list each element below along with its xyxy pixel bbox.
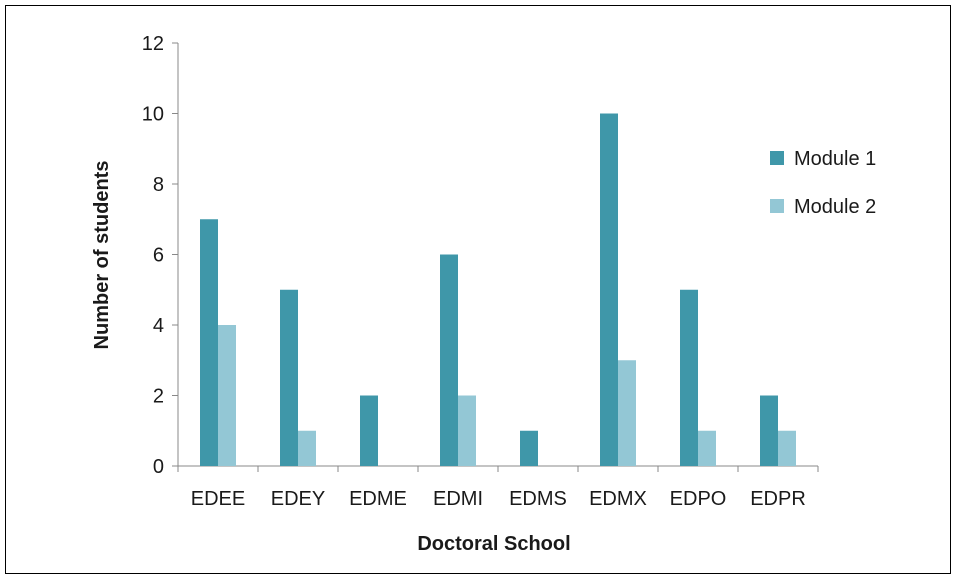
legend-label-series-2: Module 2 <box>794 196 876 218</box>
x-tick-label: EDMX <box>589 488 647 510</box>
x-tick-label: EDEE <box>191 488 245 510</box>
bar-edee-series-2 <box>218 325 236 466</box>
bar-edmi-series-1 <box>440 254 458 466</box>
bar-edpr-series-1 <box>760 395 778 466</box>
y-axis-title: Number of students <box>91 161 113 350</box>
legend-swatch-series-1 <box>770 151 784 165</box>
bar-edpr-series-2 <box>778 430 796 466</box>
y-tick-label: 12 <box>142 33 164 55</box>
y-tick-label: 2 <box>153 386 164 408</box>
chart-frame <box>5 5 951 574</box>
x-tick-label: EDMS <box>509 488 567 510</box>
x-tick-label: EDEY <box>271 488 325 510</box>
x-tick-label: EDMI <box>433 488 483 510</box>
bar-edey-series-2 <box>298 430 316 466</box>
legend-label-series-1: Module 1 <box>794 148 876 170</box>
y-tick-label: 4 <box>153 315 164 337</box>
x-tick-label: EDPR <box>750 488 806 510</box>
legend-swatch-series-2 <box>770 199 784 213</box>
y-tick-label: 0 <box>153 456 164 478</box>
x-tick-label: EDME <box>349 488 407 510</box>
bar-edpo-series-1 <box>680 289 698 466</box>
x-axis-title: Doctoral School <box>417 533 570 555</box>
bar-edmx-series-1 <box>600 113 618 466</box>
bar-edms-series-1 <box>520 430 538 466</box>
y-tick-label: 6 <box>153 245 164 267</box>
y-axis: 0 2 4 6 8 10 12 <box>142 33 179 478</box>
bar-edmi-series-2 <box>458 395 476 466</box>
y-tick-label: 10 <box>142 104 164 126</box>
bar-edpo-series-2 <box>698 430 716 466</box>
bar-edey-series-1 <box>280 289 298 466</box>
x-tick-label: EDPO <box>670 488 727 510</box>
y-tick-label: 8 <box>153 174 164 196</box>
legend: Module 1 Module 2 <box>770 148 876 218</box>
bar-edee-series-1 <box>200 219 218 466</box>
bar-edmx-series-2 <box>618 360 636 466</box>
bar-edme-series-1 <box>360 395 378 466</box>
bars <box>200 113 796 466</box>
x-axis: EDEE EDEY EDME EDMI EDMS EDMX EDPO EDPR <box>177 465 819 510</box>
